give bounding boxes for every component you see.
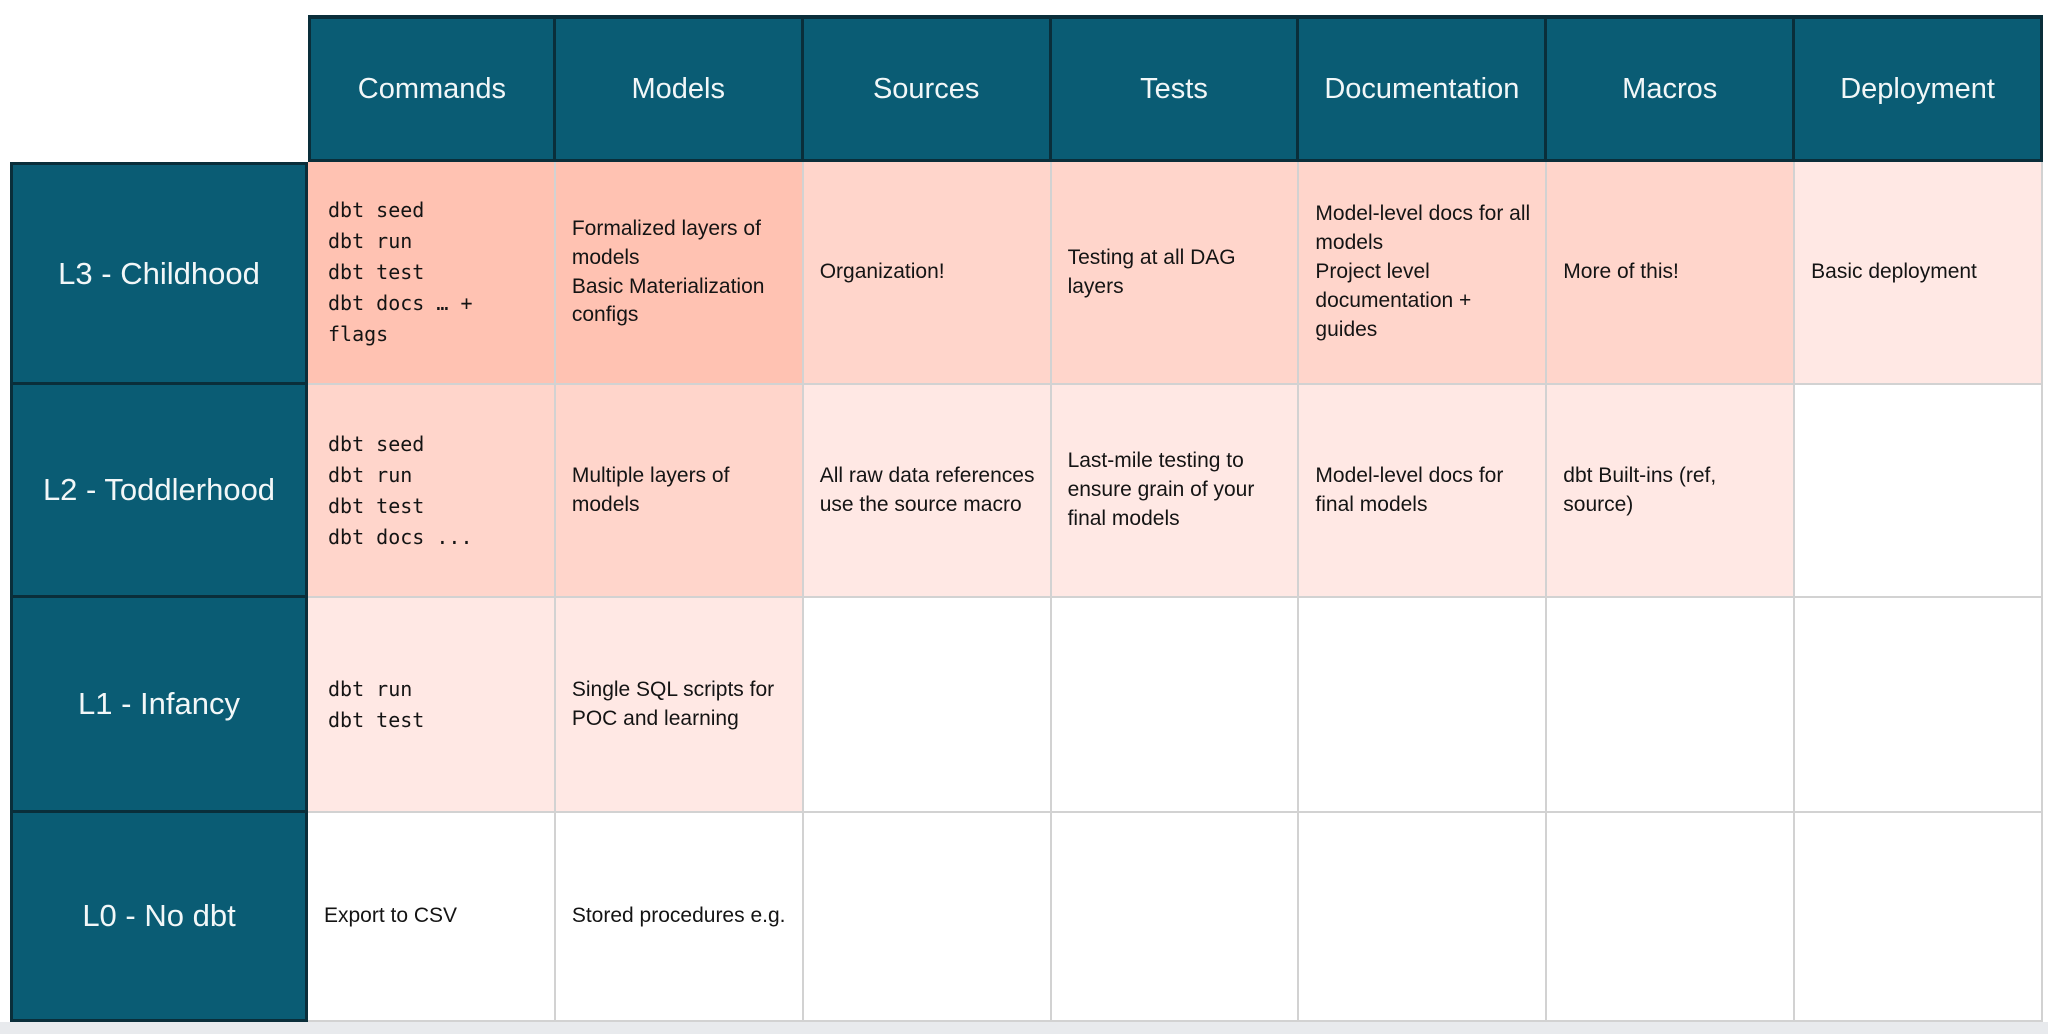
cell-text: Multiple layers of models: [571, 463, 736, 516]
cell-text: Single SQL scripts for POC and learning: [571, 677, 780, 730]
cell-l0-deployment: [1795, 813, 2043, 1022]
cell-l3-macros: More of this!: [1547, 162, 1796, 385]
cell-text: More of this!: [1563, 260, 1679, 284]
cell-text: Last-mile testing to ensure grain of you…: [1067, 449, 1261, 530]
dbt-maturity-matrix-table: Commands Models Sources Tests Documentat…: [10, 15, 2043, 1022]
cell-l2-macros: dbt Built-ins (ref, source): [1547, 385, 1796, 598]
cell-l3-models: Formalized layers of models Basic Materi…: [555, 162, 804, 385]
cell-text: Model-level docs for final models: [1315, 463, 1510, 516]
cell-l0-sources: [803, 813, 1052, 1022]
cell-l2-tests: Last-mile testing to ensure grain of you…: [1051, 385, 1300, 598]
cell-l0-documentation: [1299, 813, 1548, 1022]
cell-text: Stored procedures e.g.: [571, 904, 786, 928]
cell-l3-sources: Organization!: [803, 162, 1052, 385]
cell-l1-sources: [803, 598, 1052, 813]
cell-l0-macros: [1547, 813, 1796, 1022]
cell-l1-deployment: [1795, 598, 2043, 813]
cell-text: Organization!: [819, 260, 945, 284]
page-bottom-strip: [0, 1022, 2048, 1034]
row-header-l1-infancy: L1 - Infancy: [10, 598, 308, 813]
row-header-l3-childhood: L3 - Childhood: [10, 162, 308, 385]
cell-l0-commands: Export to CSV: [308, 813, 556, 1022]
cell-l3-documentation: Model-level docs for all models Project …: [1299, 162, 1548, 385]
cell-l1-macros: [1547, 598, 1796, 813]
cell-l2-commands: dbt seed dbt run dbt test dbt docs ...: [308, 385, 556, 598]
cell-l3-commands: dbt seed dbt run dbt test dbt docs … + f…: [308, 162, 556, 385]
cell-l3-deployment: Basic deployment: [1795, 162, 2043, 385]
cell-text: dbt seed dbt run dbt test dbt docs … + f…: [328, 198, 473, 346]
corner-cell: [10, 15, 308, 162]
row-header-l2-toddlerhood: L2 - Toddlerhood: [10, 385, 308, 598]
cell-l2-sources: All raw data references use the source m…: [803, 385, 1052, 598]
cell-l1-documentation: [1299, 598, 1548, 813]
cell-l3-tests: Testing at all DAG layers: [1051, 162, 1300, 385]
cell-l0-models: Stored procedures e.g.: [555, 813, 804, 1022]
cell-text: Formalized layers of models Basic Materi…: [571, 216, 765, 327]
cell-text: Model-level docs for all models Project …: [1315, 202, 1531, 341]
cell-l0-tests: [1051, 813, 1300, 1022]
column-header-commands: Commands: [308, 15, 556, 162]
column-header-deployment: Deployment: [1795, 15, 2043, 162]
cell-text: Testing at all DAG layers: [1067, 245, 1242, 298]
cell-l2-documentation: Model-level docs for final models: [1299, 385, 1548, 598]
cell-l2-models: Multiple layers of models: [555, 385, 804, 598]
column-header-macros: Macros: [1547, 15, 1796, 162]
cell-text: All raw data references use the source m…: [819, 463, 1041, 516]
row-header-l0-no-dbt: L0 - No dbt: [10, 813, 308, 1022]
cell-l1-models: Single SQL scripts for POC and learning: [555, 598, 804, 813]
column-header-sources: Sources: [803, 15, 1052, 162]
cell-text: dbt seed dbt run dbt test dbt docs ...: [328, 431, 473, 549]
cell-l2-deployment: [1795, 385, 2043, 598]
cell-text: dbt run dbt test: [328, 676, 425, 732]
cell-l1-tests: [1051, 598, 1300, 813]
column-header-tests: Tests: [1051, 15, 1300, 162]
cell-text: dbt Built-ins (ref, source): [1563, 463, 1723, 516]
column-header-documentation: Documentation: [1299, 15, 1548, 162]
cell-text: Basic deployment: [1811, 260, 1977, 284]
cell-l1-commands: dbt run dbt test: [308, 598, 556, 813]
cell-text: Export to CSV: [324, 904, 458, 928]
column-header-models: Models: [555, 15, 804, 162]
